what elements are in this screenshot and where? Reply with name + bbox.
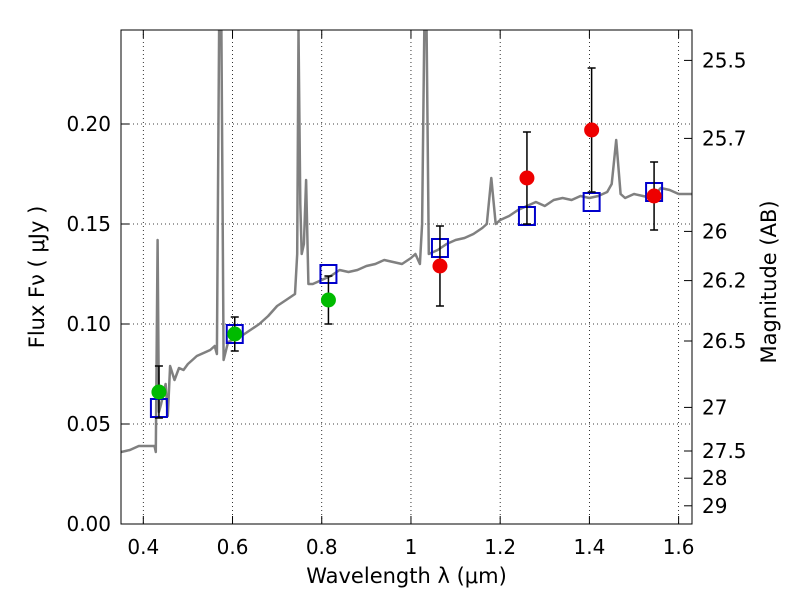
y-tick-label: 0.00	[66, 512, 111, 536]
x-tick-label: 0.6	[217, 535, 249, 559]
x-axis-label: Wavelength λ (μm)	[306, 564, 507, 588]
y-tick-label: 0.15	[66, 212, 111, 236]
x-tick-label: 1.6	[663, 535, 695, 559]
y-tick-label: 0.05	[66, 412, 111, 436]
red-data-point	[432, 258, 448, 274]
green-data-point	[320, 292, 336, 308]
y-tick-label: 0.20	[66, 112, 111, 136]
x-tick-label: 1	[405, 535, 418, 559]
y2-tick-label: 29	[702, 494, 727, 518]
y2-tick-label: 28	[702, 466, 727, 490]
green-data-point	[227, 326, 243, 342]
green-data-point	[151, 384, 167, 400]
x-tick-label: 1.4	[573, 535, 605, 559]
model-spectrum-line	[121, 30, 692, 454]
y2-tick-label: 25.5	[702, 48, 747, 72]
plot-frame	[120, 29, 693, 525]
error-bar-layer	[154, 67, 659, 419]
y2-tick-label: 27	[702, 395, 727, 419]
tick-layer: 0.4 0.6 0.8 1 1.2 1.4 1.6 0.00 0.05 0.10 0.15 0.20 2…	[66, 30, 747, 559]
model-spectrum-layer	[121, 30, 692, 454]
x-tick-label: 0.8	[306, 535, 338, 559]
y2-tick-label: 26	[702, 219, 727, 243]
y2-tick-label: 26.5	[702, 329, 747, 353]
y2-tick-label: 27.5	[702, 439, 747, 463]
x-tick-label: 1.2	[484, 535, 516, 559]
y2-tick-label: 26.2	[702, 269, 747, 293]
data-point-layer	[151, 122, 662, 400]
grid	[121, 30, 692, 525]
red-data-point	[519, 170, 535, 186]
red-data-point	[646, 188, 662, 204]
y2-axis-label: Magnitude (AB)	[757, 200, 781, 363]
y-axis-label: Flux Fν ( μJy )	[25, 206, 49, 349]
model-box	[582, 192, 601, 212]
model-box-layer	[149, 182, 664, 418]
x-tick-label: 0.4	[127, 535, 159, 559]
red-data-point	[584, 122, 600, 138]
y-tick-label: 0.10	[66, 312, 111, 336]
y2-tick-label: 25.7	[702, 126, 747, 150]
